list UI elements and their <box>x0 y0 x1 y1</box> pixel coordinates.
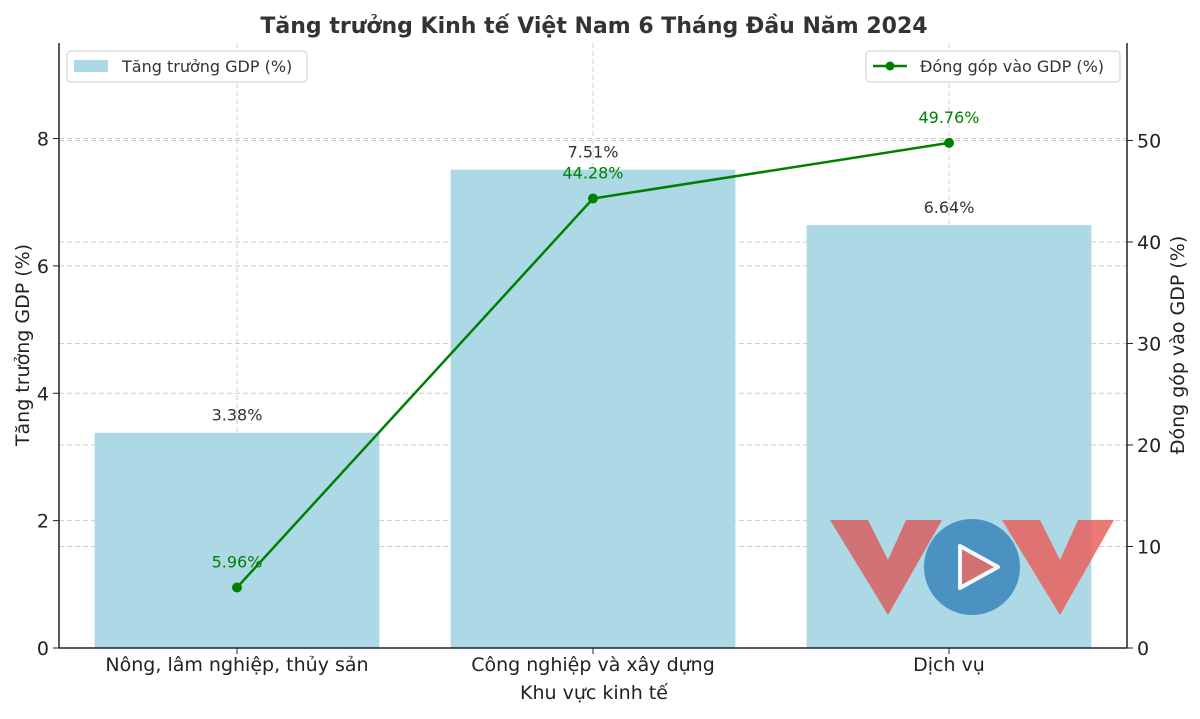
y-tick-label-right: 0 <box>1137 638 1149 660</box>
y-tick-label-right: 30 <box>1137 333 1161 355</box>
line-series: 5.96% 44.28% 49.76% <box>212 108 980 593</box>
bar-data-label: 3.38% <box>212 406 263 425</box>
y-axis-right-label: Đóng góp vào GDP (%) <box>1167 236 1189 455</box>
y-tick-label-right: 50 <box>1137 130 1161 152</box>
y-tick-label-left: 8 <box>37 129 49 151</box>
axes: 0 2 4 6 8 0 10 20 30 40 50 Nông, lâm nghiệp, thủy s… <box>37 43 1161 676</box>
x-tick-label: Dịch vụ <box>913 654 985 676</box>
legend-swatch-marker <box>885 61 895 71</box>
bar <box>450 169 736 649</box>
line-data-label: 49.76% <box>918 108 979 127</box>
x-axis-label: Khu vực kinh tế <box>520 682 668 704</box>
y-tick-label-left: 2 <box>37 511 49 533</box>
legend-right: Đóng góp vào GDP (%) <box>865 50 1121 83</box>
legend-left: Tăng trưởng GDP (%) <box>66 50 308 83</box>
y-tick-label-right: 10 <box>1137 536 1161 558</box>
line-data-label: 5.96% <box>212 553 263 572</box>
y-tick-label-left: 0 <box>37 638 49 660</box>
y-tick-label-right: 40 <box>1137 232 1161 254</box>
bar-data-label: 7.51% <box>568 143 619 162</box>
chart-title: Tăng trưởng Kinh tế Việt Nam 6 Tháng Đầu… <box>260 14 927 39</box>
line-point <box>944 137 954 148</box>
line-point <box>588 193 598 204</box>
line-data-label: 44.28% <box>562 164 623 183</box>
legend-label-bar: Tăng trưởng GDP (%) <box>121 57 292 76</box>
bar <box>94 432 380 648</box>
y-tick-label-left: 6 <box>37 256 49 278</box>
x-tick-label: Công nghiệp và xây dựng <box>471 654 715 676</box>
y-tick-label-right: 20 <box>1137 435 1161 457</box>
y-axis-left-label: Tăng trưởng GDP (%) <box>12 244 34 447</box>
legend-label-line: Đóng góp vào GDP (%) <box>920 57 1104 76</box>
legend-swatch-bar <box>74 60 108 72</box>
y-tick-label-left: 4 <box>37 383 49 405</box>
bar-data-label: 6.64% <box>924 198 975 217</box>
line-point <box>232 582 242 593</box>
vov-logo-watermark <box>830 519 1114 615</box>
x-tick-label: Nông, lâm nghiệp, thủy sản <box>105 654 368 676</box>
